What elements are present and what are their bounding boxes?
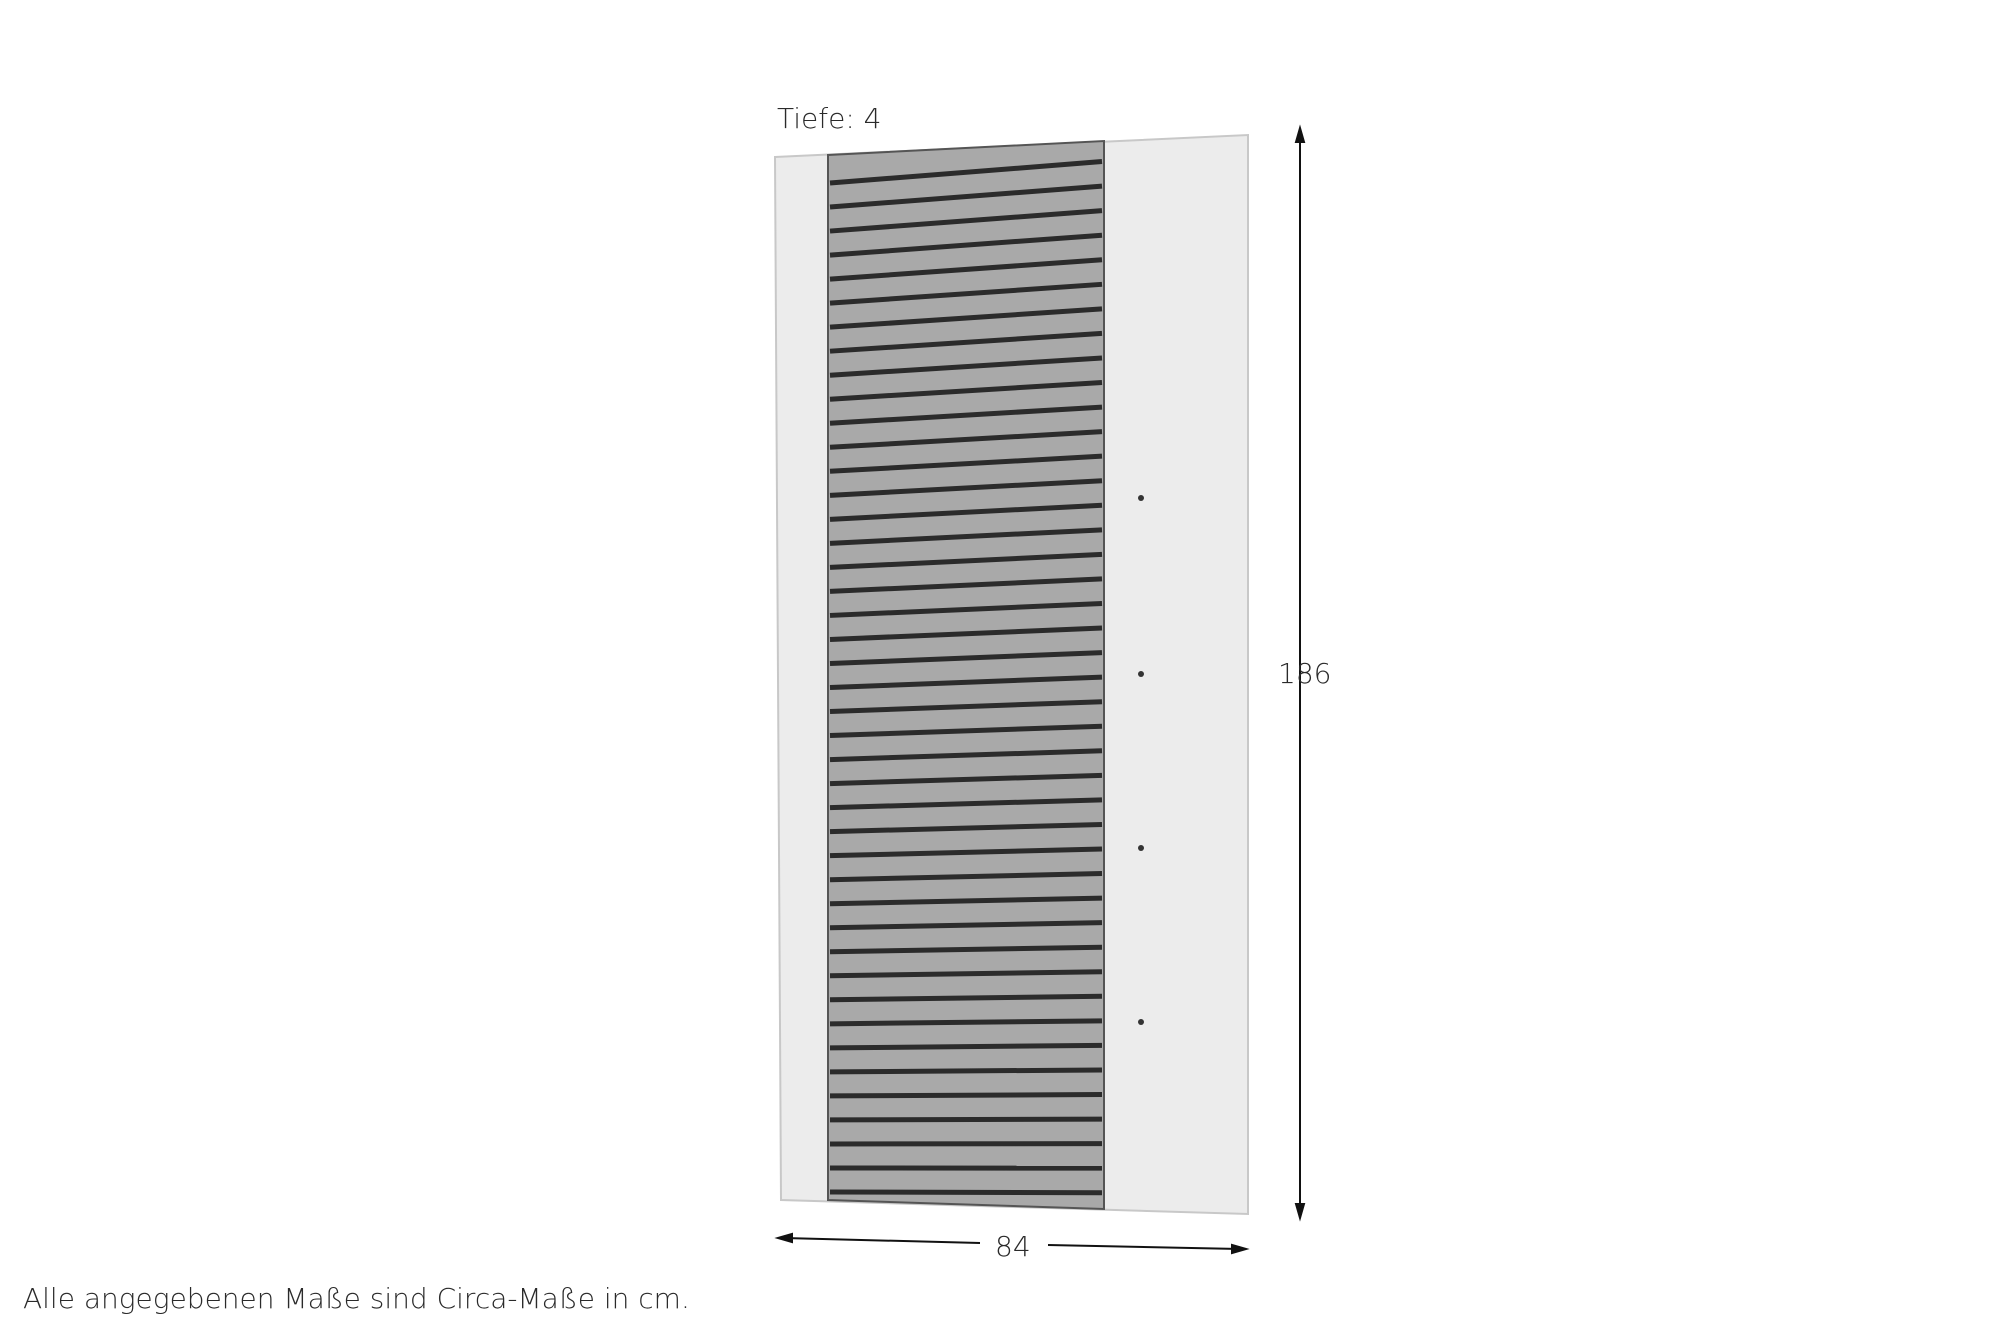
slat-groove bbox=[829, 1189, 1103, 1196]
height-label: 186 bbox=[1278, 657, 1332, 690]
slat-groove bbox=[829, 502, 1103, 522]
slat-groove bbox=[829, 969, 1103, 979]
slat-groove bbox=[829, 625, 1103, 642]
slat-groove bbox=[829, 159, 1103, 186]
slat-groove bbox=[829, 1042, 1103, 1051]
slat-groove bbox=[829, 944, 1103, 955]
hook-hole bbox=[1138, 845, 1144, 851]
slat-groove bbox=[829, 551, 1103, 570]
slat-groove bbox=[829, 1018, 1103, 1027]
slat-groove bbox=[829, 920, 1103, 931]
width-label: 84 bbox=[995, 1230, 1031, 1263]
slat-groove bbox=[829, 232, 1103, 258]
width-dimension-arrow bbox=[774, 1232, 1250, 1255]
slat-groove bbox=[829, 404, 1103, 426]
slat-groove bbox=[829, 1116, 1103, 1123]
slat-groove bbox=[829, 453, 1103, 474]
slat-groove bbox=[829, 527, 1103, 546]
slat-groove bbox=[829, 871, 1103, 883]
footnote: Alle angegebenen Maße sind Circa-Maße in… bbox=[23, 1282, 690, 1315]
slat-groove bbox=[829, 993, 1103, 1003]
hook-hole bbox=[1138, 671, 1144, 677]
slat-groove bbox=[829, 748, 1103, 763]
slat-groove bbox=[829, 1067, 1103, 1075]
slat-grooves bbox=[829, 159, 1103, 1196]
slat-groove bbox=[829, 699, 1103, 715]
slat-groove bbox=[829, 821, 1103, 835]
slat-groove bbox=[829, 723, 1103, 739]
slat-groove bbox=[829, 895, 1103, 907]
slat-groove bbox=[829, 429, 1103, 450]
slat-groove bbox=[829, 600, 1103, 618]
hook-holes bbox=[1138, 495, 1144, 1025]
slat-groove bbox=[829, 208, 1103, 234]
slat-groove bbox=[829, 478, 1103, 498]
slat-groove bbox=[829, 846, 1103, 859]
slat-groove bbox=[829, 576, 1103, 594]
slat-groove bbox=[829, 183, 1103, 210]
depth-label: Tiefe: 4 bbox=[777, 102, 882, 135]
slat-panel bbox=[827, 139, 1105, 1211]
slat-groove bbox=[829, 772, 1103, 787]
slat-groove bbox=[829, 674, 1103, 691]
slat-groove bbox=[829, 650, 1103, 666]
slat-groove bbox=[829, 257, 1103, 282]
slat-groove bbox=[829, 380, 1103, 402]
hook-hole bbox=[1138, 495, 1144, 501]
slat-groove bbox=[829, 306, 1103, 330]
slat-groove bbox=[829, 281, 1103, 306]
slat-groove bbox=[829, 797, 1103, 811]
hook-hole bbox=[1138, 1019, 1144, 1025]
height-dimension-arrow bbox=[1294, 124, 1306, 1222]
slat-groove bbox=[829, 330, 1103, 354]
slat-groove bbox=[829, 1092, 1103, 1099]
slat-groove bbox=[829, 355, 1103, 378]
